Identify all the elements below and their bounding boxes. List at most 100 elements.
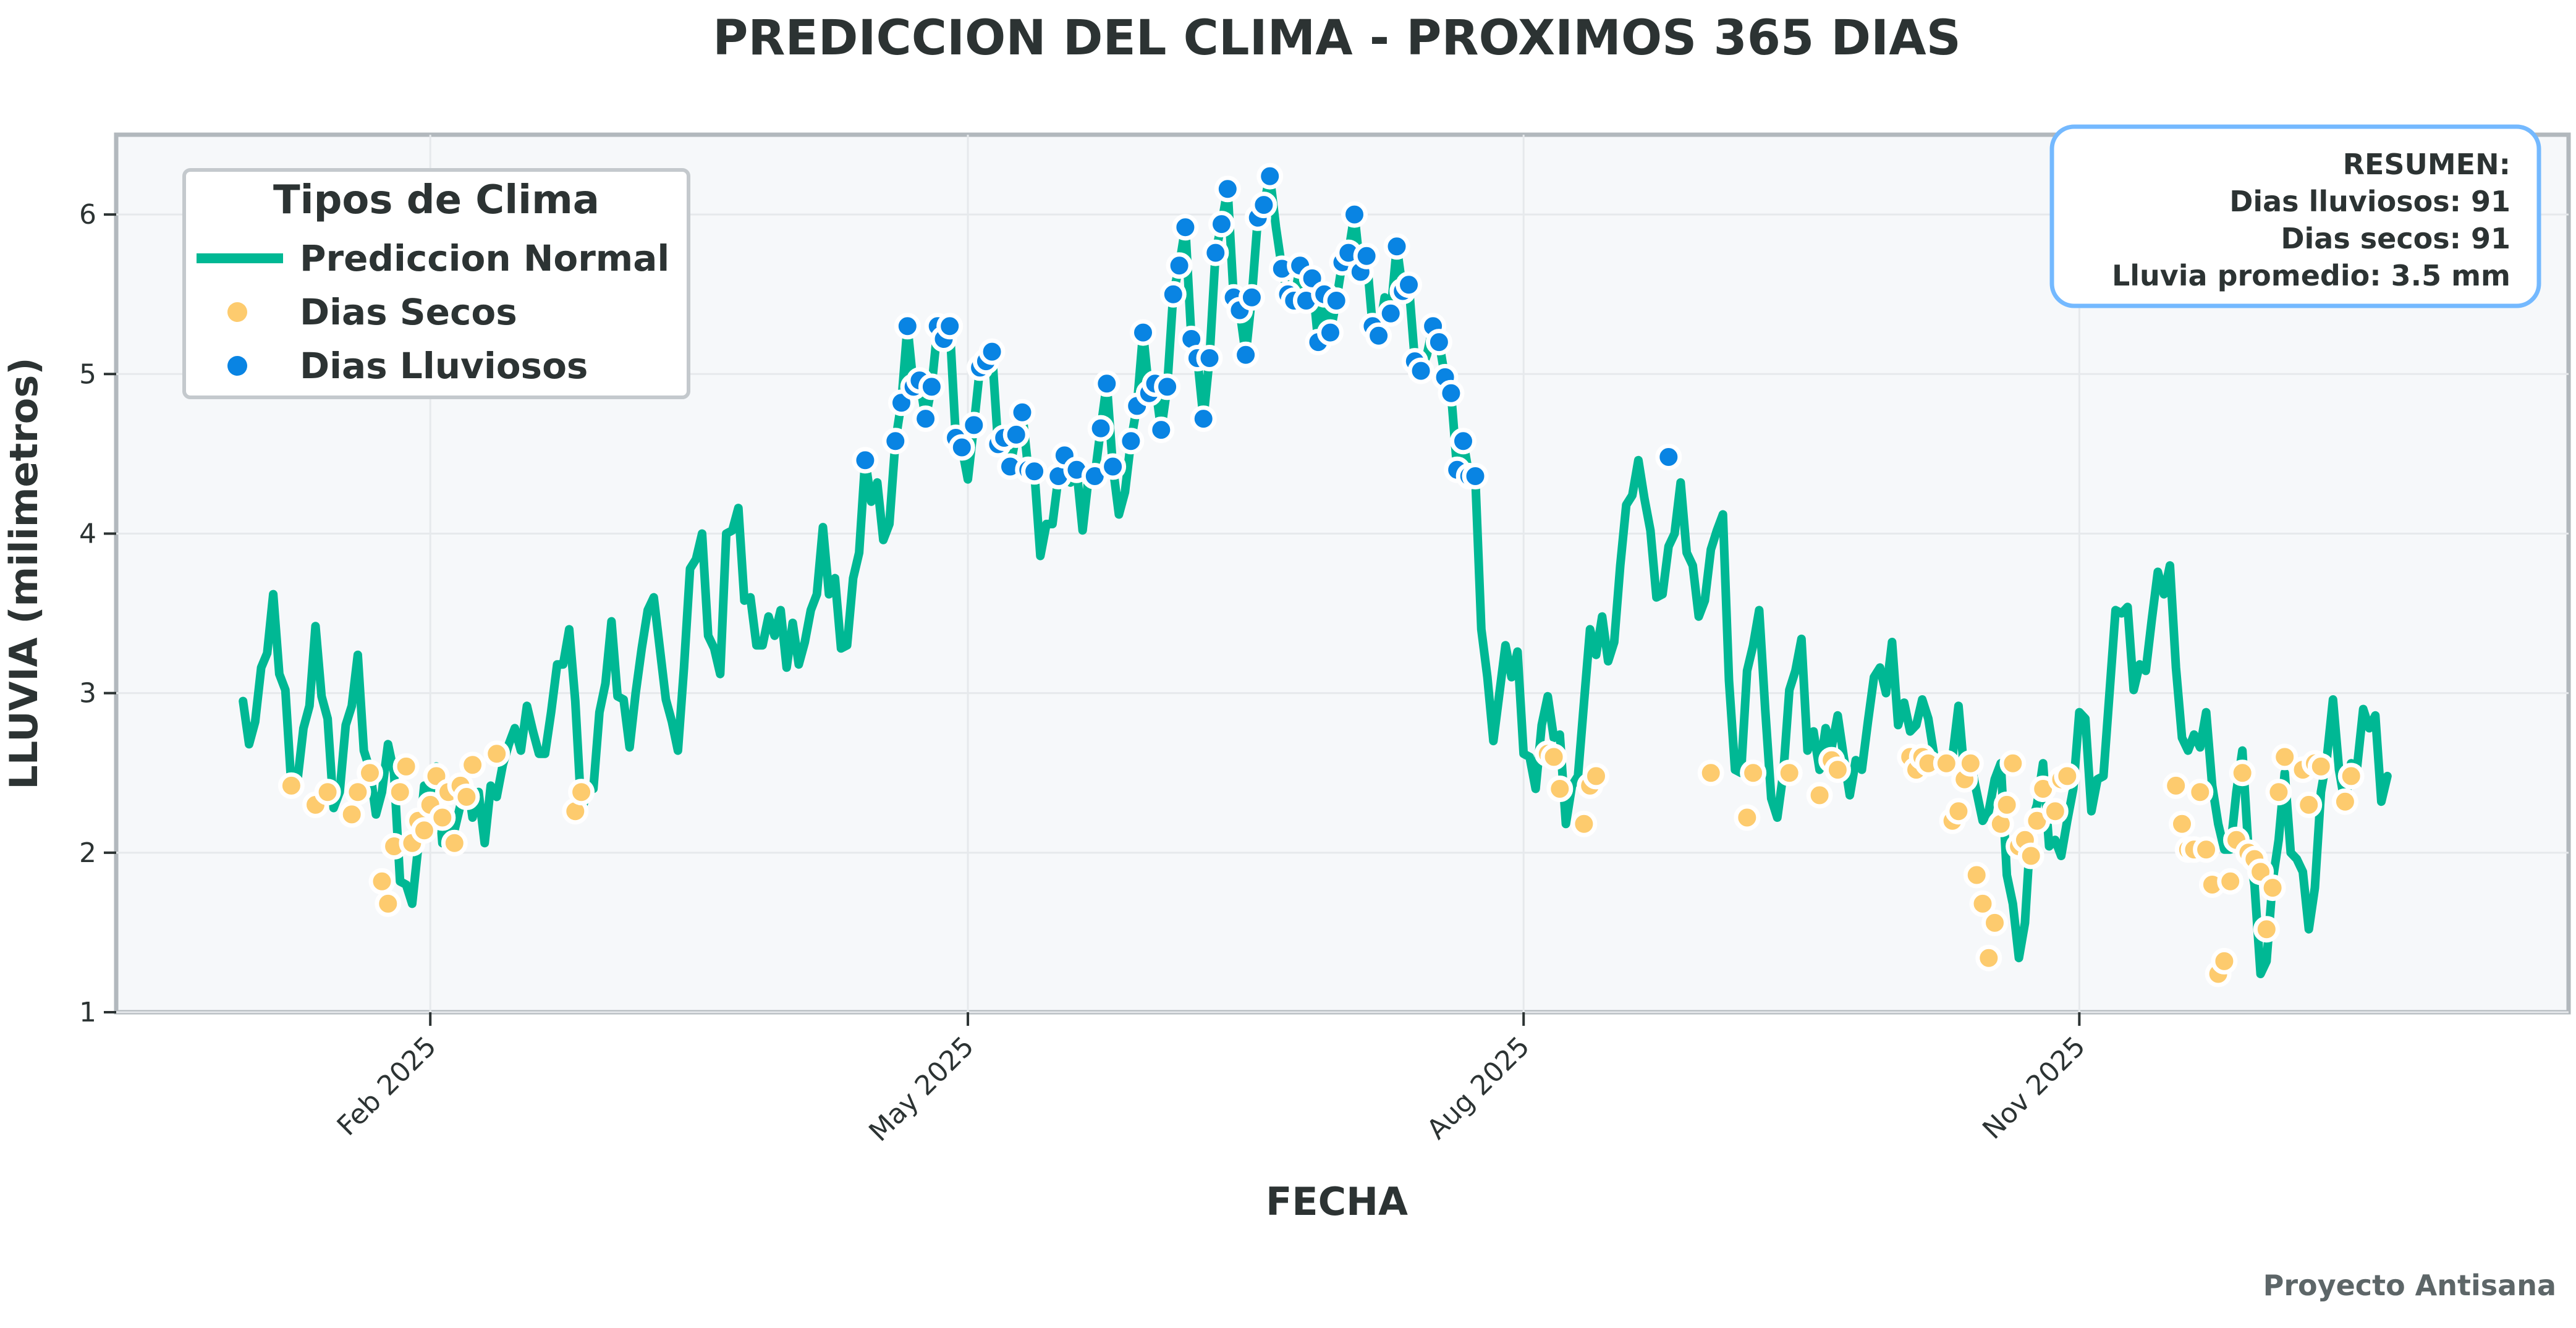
dry-day-point	[1993, 791, 2020, 818]
dry-day-point	[2041, 798, 2069, 825]
dry-day-point	[357, 759, 383, 787]
rainy-day-point	[1655, 444, 1682, 470]
rainy-day-point	[1190, 405, 1217, 433]
annotation-line: Dias lluviosos: 91	[2229, 185, 2510, 218]
dry-day-point	[338, 801, 365, 828]
rainy-day-point	[1196, 345, 1223, 371]
rainy-day-point	[1438, 379, 1465, 407]
dry-day-point	[1981, 909, 2008, 936]
dry-day-point	[2271, 743, 2298, 771]
rainy-day-point	[1166, 252, 1193, 279]
legend-dot-swatch	[227, 356, 247, 376]
rainy-day-point	[1148, 417, 1175, 444]
dry-day-point	[1583, 763, 1609, 790]
dry-day-point	[392, 753, 420, 780]
legend-item-label: Prediccion Normal	[300, 237, 669, 279]
rainy-day-point	[918, 373, 945, 400]
dry-day-point	[2337, 763, 2365, 790]
x-axis: Feb 2025 May 2025 Aug 2025 Nov 2025	[331, 1012, 2091, 1148]
rainy-day-point	[1450, 428, 1477, 455]
dry-day-point	[1570, 810, 1598, 837]
rainy-day-point	[978, 338, 1006, 365]
dry-day-point	[1945, 798, 1972, 825]
dry-day-point	[453, 784, 480, 810]
dry-day-point	[1734, 804, 1761, 831]
dry-day-point	[441, 829, 468, 856]
dry-day-point	[429, 804, 456, 831]
rainy-day-point	[1323, 287, 1350, 314]
legend: Tipos de Clima Prediccion Normal Dias Seco…	[182, 168, 690, 399]
annotation-title: RESUMEN:	[2343, 148, 2510, 181]
rainy-day-point	[1425, 329, 1452, 356]
rainy-day-point	[1159, 281, 1187, 308]
rainy-day-point	[1353, 242, 1380, 269]
y-axis-label: LLUVIA (milimetros)	[1, 357, 46, 789]
dry-day-point	[483, 740, 511, 768]
rainy-day-point	[882, 428, 909, 455]
annotation-box	[2049, 124, 2541, 308]
rainy-day-point	[1317, 319, 1344, 346]
rainy-day-point	[1462, 463, 1489, 489]
dry-day-point	[1975, 944, 2002, 971]
dry-day-point	[2017, 842, 2044, 869]
dry-day-point	[2217, 868, 2244, 895]
dry-day-point	[1697, 759, 1724, 787]
footer-credit: Proyecto Antisana	[2263, 1269, 2556, 1302]
rainy-day-point	[1002, 421, 1030, 448]
y-tick-label: 6	[79, 199, 96, 230]
rainy-day-point	[1383, 233, 1410, 260]
rainy-day-point	[1172, 214, 1199, 241]
dry-day-point	[2331, 788, 2358, 815]
dry-day-point	[2187, 779, 2214, 806]
dry-day-point	[1969, 890, 1996, 917]
annotation-line: Dias secos: 91	[2281, 222, 2510, 255]
dry-day-point	[314, 779, 341, 806]
y-tick-label: 5	[79, 358, 96, 390]
rainy-day-point	[1021, 458, 1048, 485]
rainy-day-point	[1093, 370, 1121, 397]
rainy-day-point	[1009, 399, 1036, 426]
dry-day-point	[1540, 743, 1567, 771]
dry-day-point	[410, 817, 438, 844]
rainy-day-point	[1130, 319, 1156, 346]
dry-day-point	[386, 779, 413, 806]
rainy-day-point	[1117, 428, 1145, 455]
legend-title: Tipos de Clima	[273, 177, 600, 223]
x-tick-label: Nov 2025	[1976, 1031, 2091, 1146]
x-axis-label: FECHA	[1266, 1179, 1408, 1224]
dry-day-point	[2169, 810, 2195, 837]
y-tick-label: 3	[79, 678, 96, 709]
x-tick-label: Aug 2025	[1421, 1031, 1536, 1146]
rainy-day-point	[1087, 415, 1114, 442]
y-tick-label: 4	[79, 518, 96, 549]
y-tick-label: 1	[79, 997, 96, 1028]
dry-day-point	[2295, 791, 2323, 818]
rainy-day-point	[1377, 300, 1404, 327]
rainy-day-point	[948, 434, 975, 461]
rainy-day-point	[1202, 239, 1229, 266]
rainy-day-point	[1238, 284, 1265, 311]
rainy-day-point	[1232, 341, 1260, 368]
dry-day-point	[1546, 776, 1574, 802]
dry-day-point	[1999, 750, 2027, 777]
dry-day-point	[2054, 763, 2081, 790]
annotation-line: Lluvia promedio: 3.5 mm	[2112, 259, 2510, 292]
x-tick-label: Feb 2025	[331, 1031, 443, 1142]
rainy-day-point	[1256, 163, 1284, 190]
dry-day-point	[1963, 861, 1990, 889]
legend-item-label: Dias Secos	[300, 291, 517, 333]
chart-title: PREDICCION DEL CLIMA - PROXIMOS 365 DIAS	[713, 11, 1961, 66]
dry-day-point	[1957, 750, 1984, 777]
series-layer	[239, 163, 2392, 988]
dry-day-point	[368, 868, 396, 895]
dry-day-point	[2265, 779, 2292, 806]
rainy-day-point	[1154, 373, 1181, 400]
dry-day-point	[344, 779, 371, 806]
dry-day-point	[2307, 753, 2334, 780]
y-axis: 1 2 3 4 5 6	[79, 199, 116, 1028]
dry-day-point	[2259, 874, 2286, 902]
dry-day-point	[568, 779, 595, 806]
rainy-day-point	[1250, 192, 1277, 219]
dry-day-point	[2193, 836, 2220, 863]
